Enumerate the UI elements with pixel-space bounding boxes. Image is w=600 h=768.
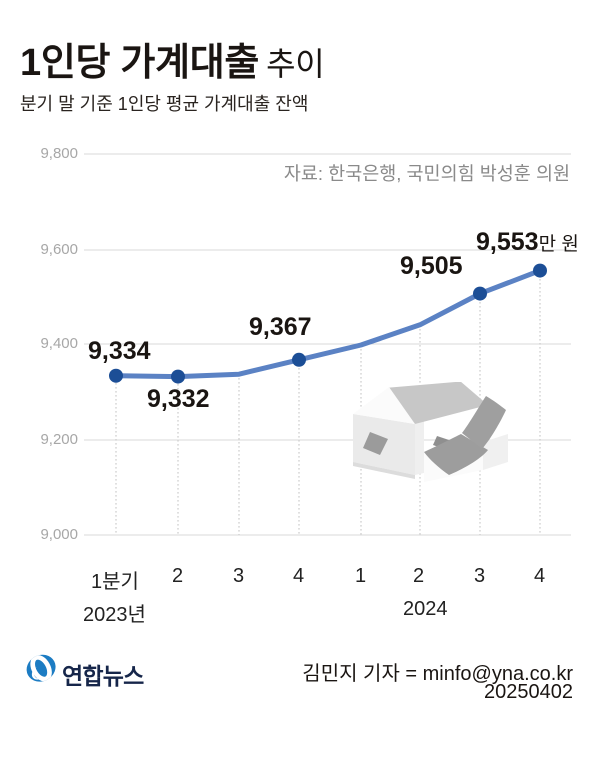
- svg-text:9,800: 9,800: [40, 145, 78, 162]
- svg-text:9,200: 9,200: [40, 431, 78, 448]
- svg-text:9,000: 9,000: [40, 526, 78, 543]
- svg-text:9,400: 9,400: [40, 335, 78, 352]
- svg-text:9,600: 9,600: [40, 241, 78, 258]
